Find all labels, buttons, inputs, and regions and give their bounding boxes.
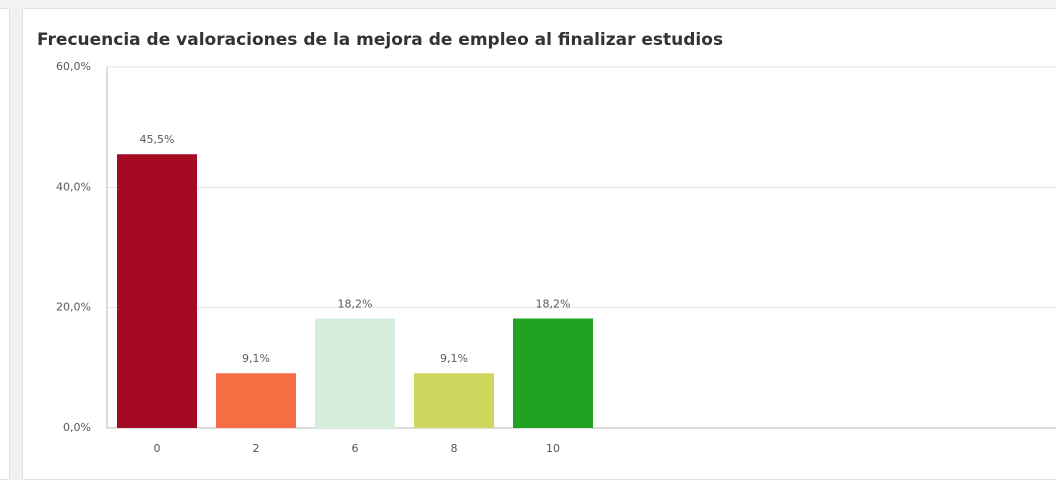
- x-tick-label: 10: [546, 442, 560, 455]
- value-label: 18,2%: [338, 297, 373, 310]
- chart-title: Frecuencia de valoraciones de la mejora …: [37, 30, 723, 50]
- y-tick-label: 60,0%: [56, 60, 91, 73]
- x-tick-label: 8: [451, 442, 458, 455]
- bar: [117, 154, 197, 428]
- y-tick-label: 20,0%: [56, 301, 91, 314]
- value-label: 9,1%: [242, 352, 270, 365]
- x-tick-label: 0: [154, 442, 161, 455]
- y-tick-label: 0,0%: [63, 421, 91, 434]
- page: Frecuencia de valoraciones de la mejora …: [0, 8, 1056, 480]
- x-tick-label: 2: [253, 442, 260, 455]
- bar: [315, 318, 395, 428]
- bar: [513, 318, 593, 428]
- y-tick-label: 40,0%: [56, 180, 91, 193]
- x-tick-label: 6: [352, 442, 359, 455]
- value-label: 9,1%: [440, 352, 468, 365]
- bar: [216, 373, 296, 428]
- bar: [414, 373, 494, 428]
- value-label: 18,2%: [536, 297, 571, 310]
- value-label: 45,5%: [140, 133, 175, 146]
- chart: Frecuencia de valoraciones de la mejora …: [37, 30, 1056, 455]
